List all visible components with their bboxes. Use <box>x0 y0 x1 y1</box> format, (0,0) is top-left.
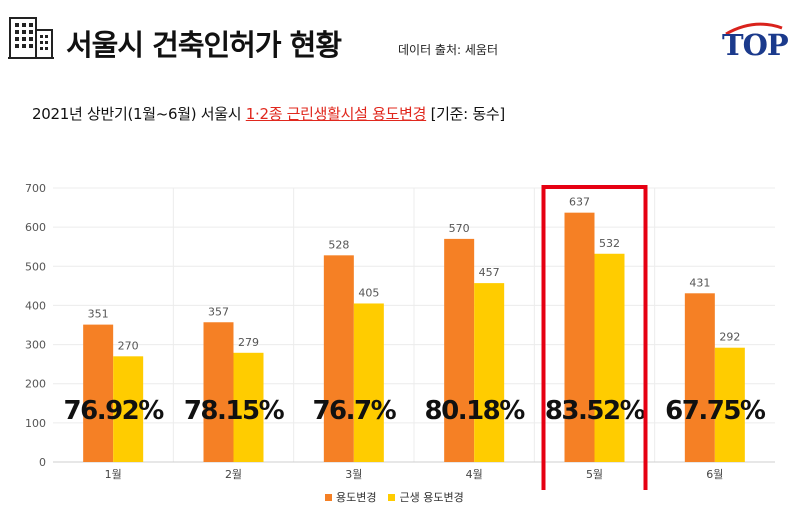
legend-item-series-1: 용도변경 <box>325 489 376 505</box>
data-label: 637 <box>569 196 590 209</box>
chart-subtitle: 2021년 상반기(1월~6월) 서울시 1·2종 근린생활시설 용도변경 [기… <box>32 103 505 124</box>
legend-swatch-orange <box>325 493 332 501</box>
x-tick-label: 4월 <box>466 468 483 481</box>
bar <box>444 238 475 462</box>
bar <box>353 303 384 462</box>
bar <box>684 293 715 462</box>
legend-swatch-yellow <box>388 493 396 501</box>
ratio-label: 78.15% <box>184 396 285 426</box>
bar <box>113 356 144 462</box>
ratio-label: 76.7% <box>312 396 396 426</box>
y-tick-label: 300 <box>25 339 46 352</box>
brand-logo: TOP <box>722 22 789 64</box>
data-label: 570 <box>449 222 470 235</box>
y-tick-label: 200 <box>25 378 46 391</box>
legend-label: 용도변경 <box>336 491 377 504</box>
y-tick-label: 600 <box>25 221 46 234</box>
header: 서울시 건축인허가 현황 데이터 출처: 세움터 TOP <box>0 0 800 80</box>
data-label: 431 <box>689 276 710 289</box>
data-label: 351 <box>88 308 109 321</box>
subtitle-highlight: 1·2종 근린생활시설 용도변경 <box>245 105 427 123</box>
bar <box>594 253 625 462</box>
data-label: 357 <box>208 305 229 318</box>
data-source: 데이터 출처: 세움터 <box>398 43 498 57</box>
ratio-label: 76.92% <box>64 396 165 426</box>
subtitle-prefix: 2021년 상반기(1월~6월) 서울시 <box>32 105 246 123</box>
bar <box>714 347 745 462</box>
bar <box>233 352 264 462</box>
logo-swoosh-icon <box>725 22 783 36</box>
building-icon <box>8 17 54 59</box>
y-tick-label: 700 <box>25 182 46 195</box>
y-tick-label: 500 <box>25 260 46 273</box>
x-tick-label: 3월 <box>345 468 362 481</box>
data-label: 292 <box>719 331 740 344</box>
x-tick-label: 2월 <box>225 468 242 481</box>
x-tick-label: 6월 <box>706 468 723 481</box>
legend-label: 근생 용도변경 <box>399 491 464 504</box>
data-label: 405 <box>358 286 379 299</box>
data-label: 270 <box>118 339 139 352</box>
y-tick-label: 0 <box>39 456 46 469</box>
x-tick-label: 5월 <box>586 468 603 481</box>
data-label: 457 <box>479 266 500 279</box>
legend-item-series-2: 근생 용도변경 <box>388 489 464 505</box>
subtitle-suffix: [기준: 동수] <box>426 105 506 123</box>
x-tick-label: 1월 <box>105 468 122 481</box>
highlight-box <box>541 185 648 490</box>
data-label: 532 <box>599 237 620 250</box>
bar <box>474 283 505 462</box>
bar-chart: 0 100 200 300 400 500 600 700 351 270 1월 76.92% 357 2… <box>25 182 775 490</box>
data-label: 528 <box>328 238 349 251</box>
data-label: 279 <box>238 336 259 349</box>
ratio-label: 67.75% <box>665 396 766 426</box>
bar <box>83 324 114 462</box>
bar <box>564 212 595 462</box>
bar <box>203 322 234 462</box>
bar <box>323 255 354 462</box>
ratio-label: 80.18% <box>425 396 526 426</box>
ratio-label: 83.52% <box>545 396 646 426</box>
page-title: 서울시 건축인허가 현황 <box>66 28 342 62</box>
logo-text: TOP <box>722 28 789 62</box>
chart-legend: 용도변경 근생 용도변경 <box>325 489 464 505</box>
y-tick-label: 400 <box>25 299 46 312</box>
y-tick-label: 100 <box>25 417 46 430</box>
